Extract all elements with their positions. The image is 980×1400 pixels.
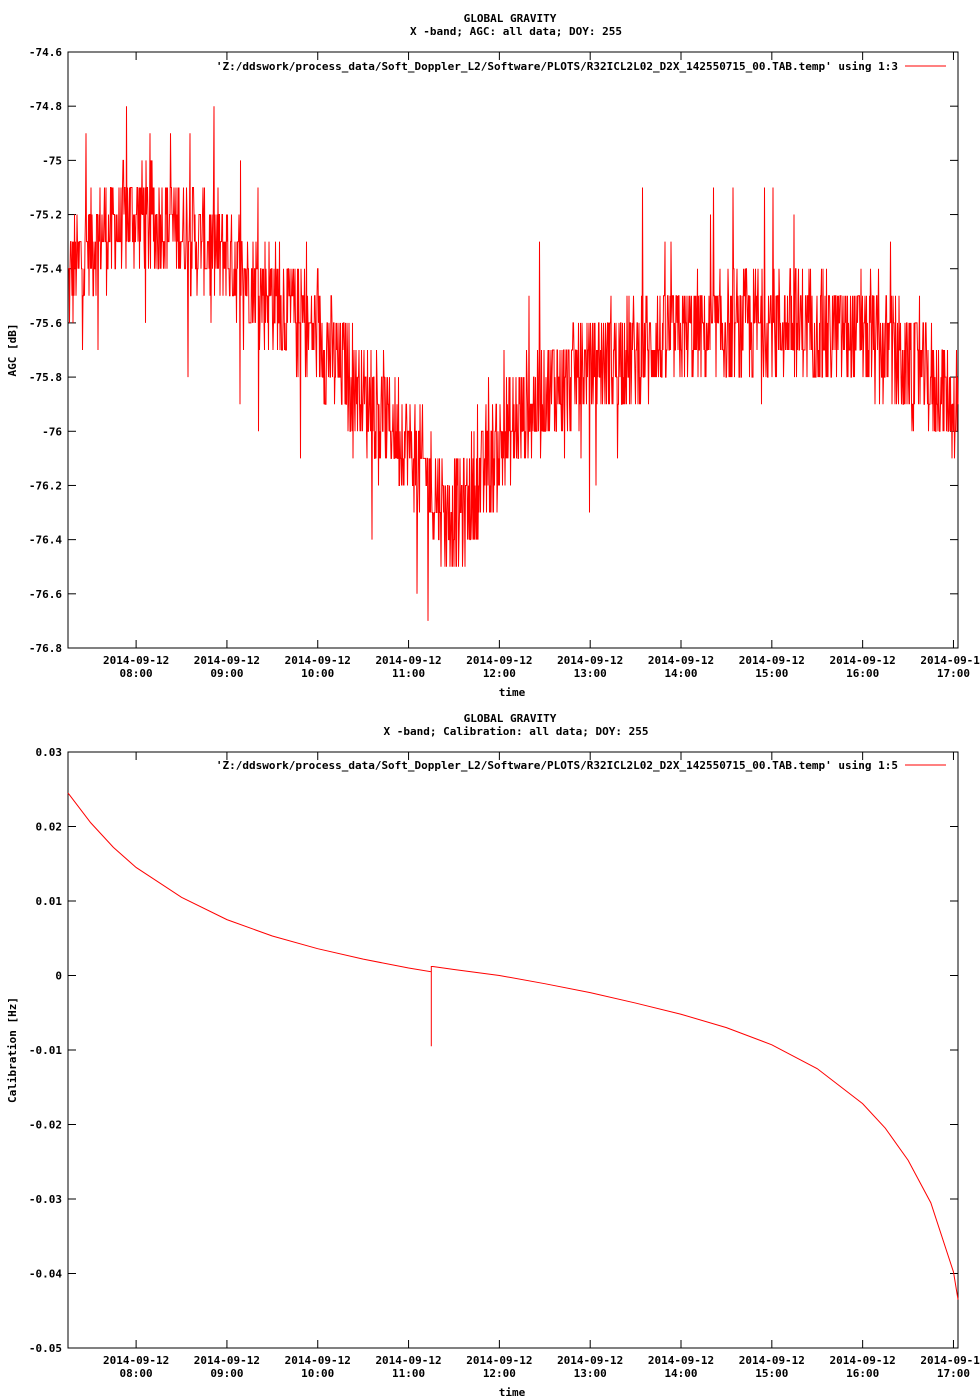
calibration-x-tick-time: 15:00 [755,1367,788,1380]
calibration-x-tick-date: 2014-09-12 [103,1354,169,1367]
calibration-x-tick-date: 2014-09-12 [830,1354,896,1367]
agc-y-tick-label: -76.4 [29,534,62,547]
agc-y-tick-label: -75 [42,154,62,167]
agc-x-tick-time: 15:00 [755,667,788,680]
agc-x-tick-time: 14:00 [664,667,697,680]
agc-y-tick-label: -76.8 [29,642,62,655]
agc-x-tick-time: 09:00 [210,667,243,680]
calibration-chart-subtitle: X -band; Calibration: all data; DOY: 255 [384,725,649,738]
agc-x-tick-time: 11:00 [392,667,425,680]
calibration-y-tick-label: 0 [55,970,62,983]
agc-x-tick-date: 2014-09-12 [103,654,169,667]
agc-chart-title: GLOBAL GRAVITY [464,12,557,25]
calibration-y-tick-label: -0.04 [29,1268,62,1281]
agc-x-tick-time: 10:00 [301,667,334,680]
calibration-y-tick-label: 0.03 [36,746,63,759]
calibration-y-tick-label: -0.05 [29,1342,62,1355]
calibration-y-tick-label: 0.01 [36,895,63,908]
agc-y-tick-label: -75.6 [29,317,62,330]
calibration-x-tick-time: 11:00 [392,1367,425,1380]
agc-chart-subtitle: X -band; AGC: all data; DOY: 255 [410,25,622,38]
agc-x-tick-date: 2014-09-12 [375,654,441,667]
agc-x-tick-date: 2014-09-12 [194,654,260,667]
calibration-x-tick-date: 2014-09-12 [285,1354,351,1367]
calibration-x-tick-date: 2014-09-12 [920,1354,980,1367]
agc-plot-frame [67,51,959,649]
calibration-x-tick-date: 2014-09-12 [648,1354,714,1367]
agc-x-tick-date: 2014-09-12 [466,654,532,667]
calibration-x-tick-date: 2014-09-12 [557,1354,623,1367]
calibration-y-tick-label: -0.02 [29,1119,62,1132]
calibration-y-tick-label: -0.01 [29,1044,62,1057]
calibration-x-tick-date: 2014-09-12 [194,1354,260,1367]
calibration-x-tick-time: 09:00 [210,1367,243,1380]
agc-x-tick-date: 2014-09-12 [285,654,351,667]
agc-x-tick-date: 2014-09-12 [920,654,980,667]
agc-y-axis-label: AGC [dB] [6,324,19,377]
agc-y-tick-label: -75.8 [29,371,62,384]
agc-x-axis: 2014-09-1208:002014-09-1209:002014-09-12… [103,52,980,680]
agc-series-line [68,106,959,621]
agc-x-tick-date: 2014-09-12 [557,654,623,667]
agc-chart: GLOBAL GRAVITY X -band; AGC: all data; D… [6,12,980,699]
agc-y-tick-label: -74.6 [29,46,62,59]
calibration-y-axis-label: Calibration [Hz] [6,997,19,1103]
agc-y-tick-label: -74.8 [29,100,62,113]
agc-legend-label: 'Z:/ddswork/process_data/Soft_Doppler_L2… [216,60,898,73]
calibration-x-tick-date: 2014-09-12 [466,1354,532,1367]
calibration-legend-label: 'Z:/ddswork/process_data/Soft_Doppler_L2… [216,759,898,772]
agc-y-tick-label: -76.2 [29,479,62,492]
agc-x-tick-time: 17:00 [937,667,970,680]
agc-y-tick-label: -76 [42,425,62,438]
agc-y-tick-label: -75.2 [29,209,62,222]
calibration-x-tick-time: 13:00 [574,1367,607,1380]
agc-x-axis-label: time [499,686,526,699]
calibration-chart-title: GLOBAL GRAVITY [464,712,557,725]
agc-y-tick-label: -75.4 [29,263,62,276]
calibration-chart: GLOBAL GRAVITY X -band; Calibration: all… [6,712,980,1399]
calibration-x-tick-date: 2014-09-12 [739,1354,805,1367]
calibration-x-tick-time: 10:00 [301,1367,334,1380]
calibration-x-tick-time: 17:00 [937,1367,970,1380]
calibration-y-tick-label: -0.03 [29,1193,62,1206]
calibration-x-tick-time: 08:00 [120,1367,153,1380]
calibration-y-tick-label: 0.02 [36,821,63,834]
calibration-x-axis-label: time [499,1386,526,1399]
agc-x-tick-time: 12:00 [483,667,516,680]
calibration-x-axis: 2014-09-1208:002014-09-1209:002014-09-12… [103,752,980,1380]
calibration-x-tick-time: 12:00 [483,1367,516,1380]
agc-y-tick-label: -76.6 [29,588,62,601]
calibration-x-tick-date: 2014-09-12 [375,1354,441,1367]
agc-x-tick-date: 2014-09-12 [648,654,714,667]
calibration-y-axis: 0.03 0.02 0.01 0 -0.01 -0.02 -0.03 -0.04 -0.05 [29,746,958,1355]
agc-x-tick-time: 16:00 [846,667,879,680]
agc-x-tick-time: 08:00 [120,667,153,680]
calibration-x-tick-time: 14:00 [664,1367,697,1380]
calibration-x-tick-time: 16:00 [846,1367,879,1380]
calibration-series-line [67,792,959,1300]
agc-y-axis: -74.6 -74.8 -75 -75.2 -75.4 -75.6 -75.8 -76 -76.… [29,46,958,655]
agc-x-tick-time: 13:00 [574,667,607,680]
calibration-plot-frame [67,751,959,1349]
agc-x-tick-date: 2014-09-12 [830,654,896,667]
agc-x-tick-date: 2014-09-12 [739,654,805,667]
